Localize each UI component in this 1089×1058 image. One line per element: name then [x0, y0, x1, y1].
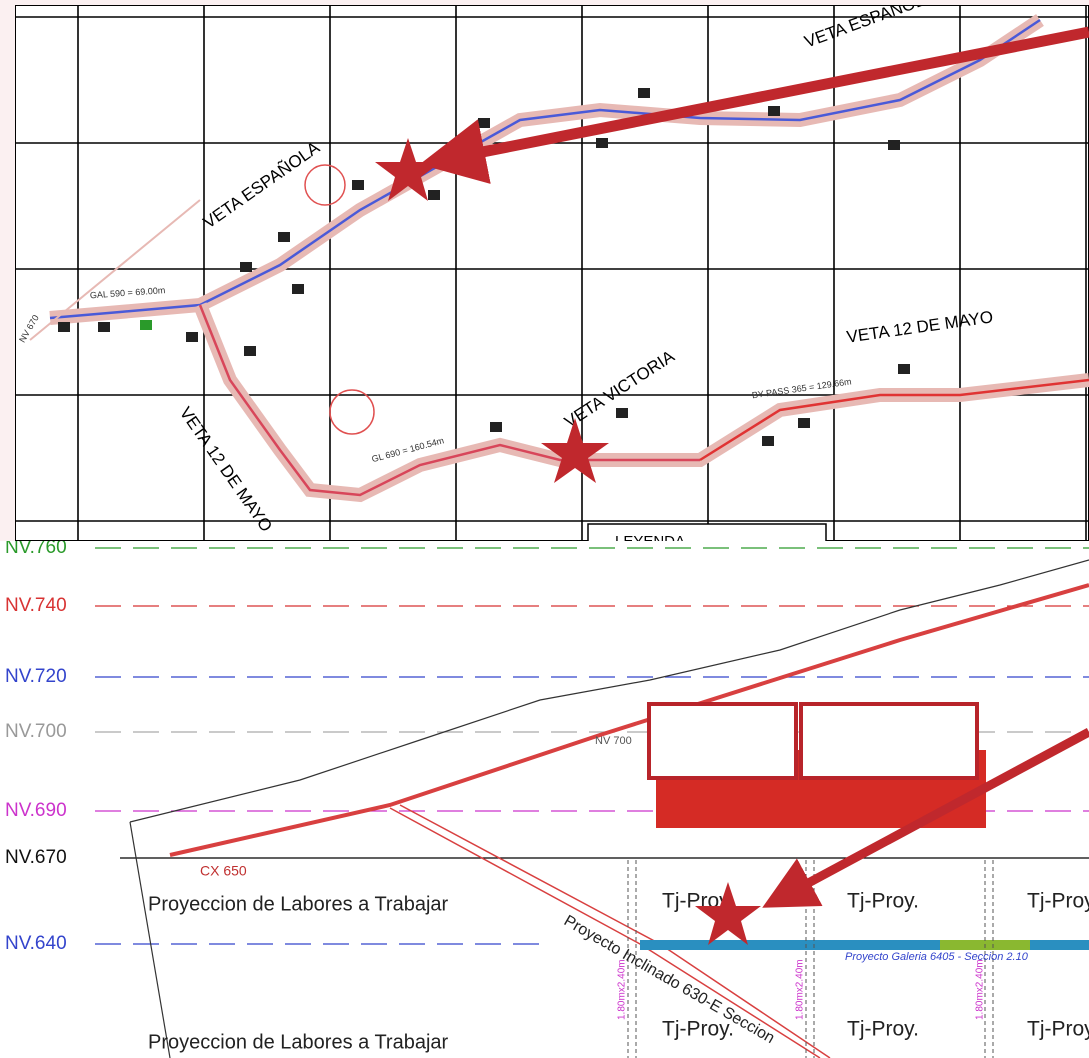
- level-label: NV.740: [5, 595, 67, 616]
- topography: [129, 559, 1089, 823]
- working-label: CX 650: [200, 863, 247, 879]
- gallery-label: Proyecto Galeria 6405 - Seccion 2.10: [845, 951, 1029, 963]
- block-label: Tj-Proy.: [1027, 890, 1089, 913]
- block-label: Tj-Proy.: [1027, 1018, 1089, 1041]
- section-columns: [627, 860, 994, 1058]
- legend-box: [587, 523, 827, 541]
- topography: [129, 821, 171, 1058]
- level-note: NV 700: [595, 735, 632, 747]
- legend-title: LEYENDA: [615, 533, 685, 550]
- callout-box: [647, 702, 798, 780]
- block-label: Tj-Proy.: [847, 1018, 919, 1041]
- dimension-label: 1.80mx2.40m: [795, 959, 806, 1020]
- gallery-project: [640, 940, 1089, 950]
- level-label: NV.690: [5, 800, 67, 821]
- plan-view: VETA ESPAÑOLA VETA ESPAÑOLA VETA 12 DE M…: [15, 5, 1089, 550]
- level-label: NV.640: [5, 933, 67, 954]
- level-label: NV.760: [5, 537, 67, 558]
- working-profile: [169, 583, 1089, 857]
- dimension-label: 1.80mx2.40m: [975, 959, 986, 1020]
- callout-box: [799, 702, 979, 780]
- block-label: Tj-Proy.: [662, 1018, 734, 1041]
- projection-note: Proyeccion de Labores a Trabajar: [148, 893, 449, 915]
- dimension-label: 1.80mx2.40m: [617, 959, 628, 1020]
- level-lines: [95, 547, 1089, 945]
- level-label: NV.670: [5, 847, 67, 868]
- annotations: [375, 26, 1089, 945]
- vein-workings: [29, 14, 1089, 503]
- section-view: NV.760 NV.740 NV.720 NV.700 NV.690 NV.67…: [0, 537, 1089, 1058]
- projection-note: Proyeccion de Labores a Trabajar: [148, 1031, 449, 1053]
- level-label: NV.700: [5, 721, 67, 742]
- block-label: Tj-Proy.: [847, 890, 919, 913]
- level-label: NV.720: [5, 666, 67, 687]
